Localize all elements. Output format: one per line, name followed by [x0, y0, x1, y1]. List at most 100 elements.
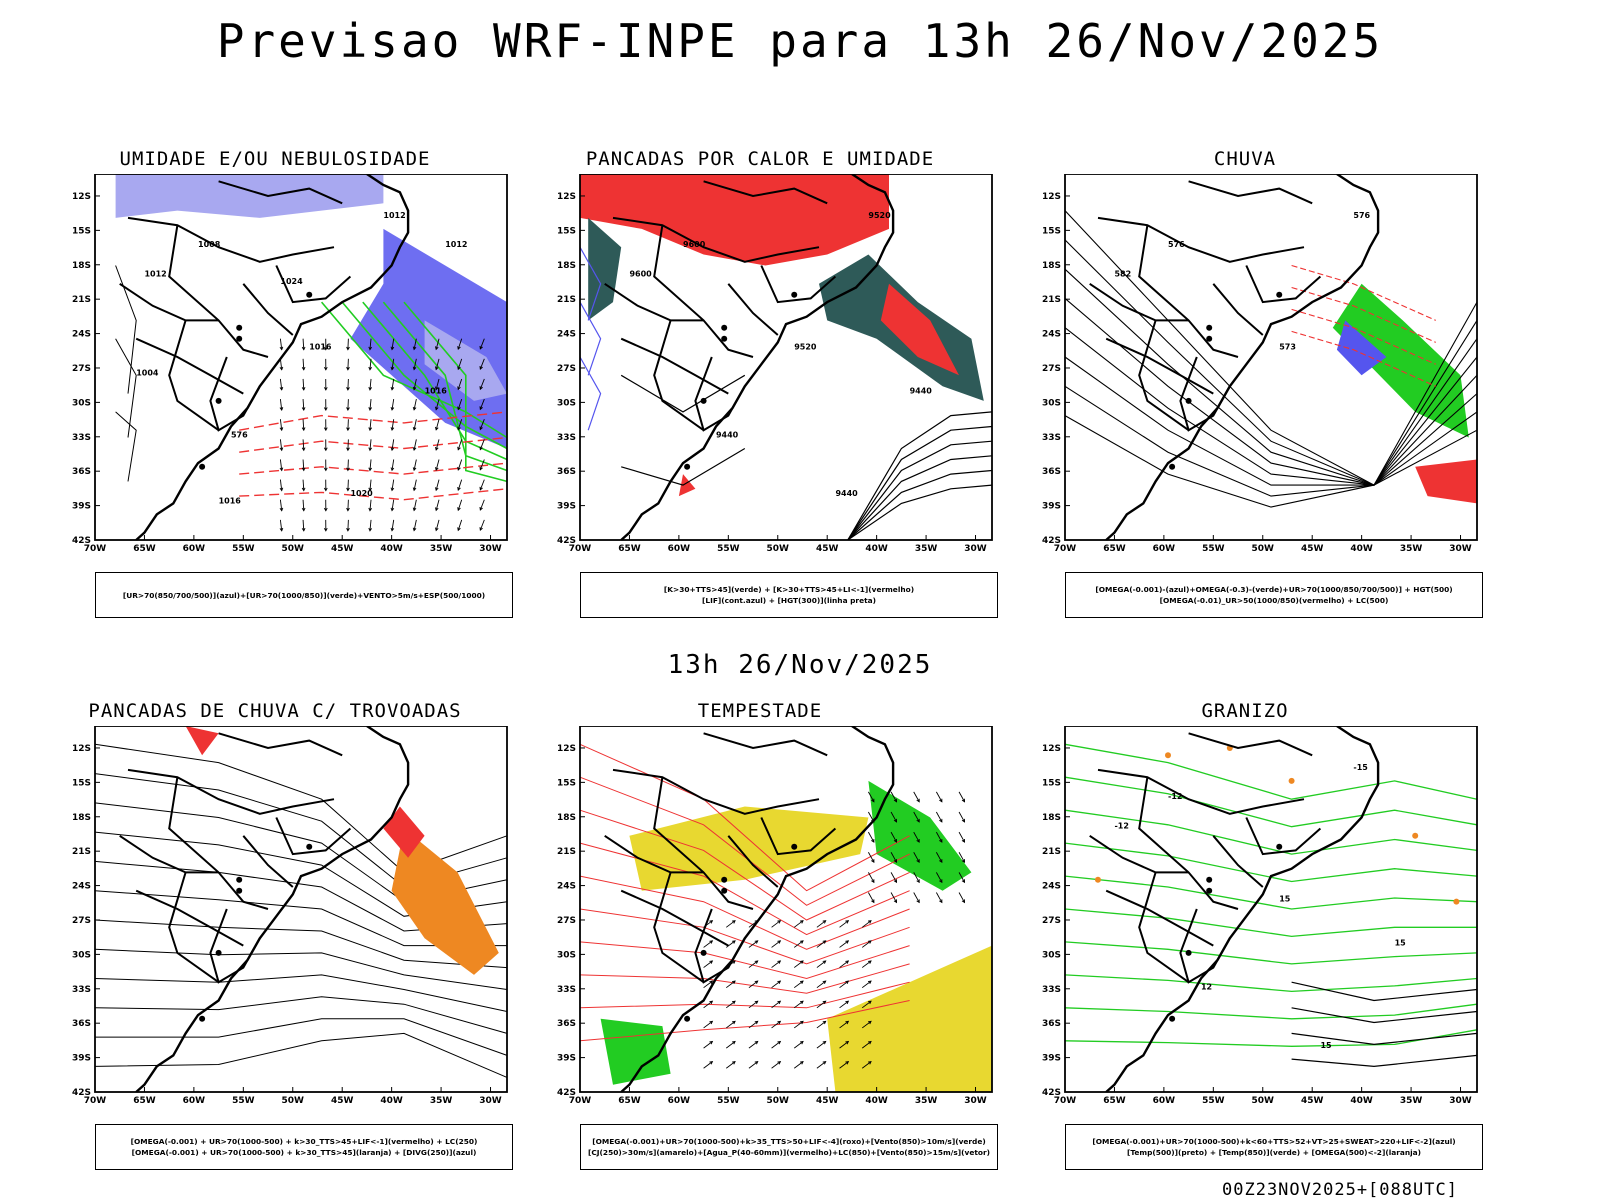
wind-vector [479, 358, 485, 370]
lon-tick-label: 45W [816, 544, 839, 554]
border-line [653, 872, 705, 984]
wind-vector-head [800, 940, 804, 944]
wind-vector-head [301, 467, 306, 472]
red-thunder-area [383, 806, 425, 858]
panel-title: UMIDADE E/OU NEBULOSIDADE [119, 148, 431, 170]
lake-mark [215, 949, 222, 956]
wind-vector [890, 831, 897, 843]
wind-vector [391, 519, 395, 531]
contour-label: 15 [1395, 939, 1407, 948]
wind-vector-head [800, 1020, 804, 1025]
lc500-contour [1291, 286, 1437, 343]
lat-tick-label: 21S [1042, 295, 1061, 305]
wind-vector-head [390, 527, 395, 532]
border-line [135, 337, 244, 395]
wind-vector [816, 940, 826, 948]
wind-vector-head [916, 818, 920, 823]
wind-vector-head [777, 1020, 782, 1025]
lon-tick-label: 40W [380, 1096, 403, 1106]
lon-tick-label: 55W [232, 544, 255, 554]
wind-vector-head [916, 859, 920, 863]
wind-vector-head [893, 818, 898, 823]
wind-vector-head [867, 960, 872, 964]
wind-vector [479, 479, 485, 491]
lat-tick-label: 30S [557, 950, 576, 960]
lon-tick-label: 55W [717, 1096, 740, 1106]
wind-vector-head [368, 346, 373, 351]
border-line [1105, 337, 1214, 395]
wind-vector [913, 811, 920, 823]
wind-vector [861, 1000, 872, 1009]
wind-vector-head [709, 920, 714, 924]
wind-vector-head [754, 1020, 759, 1025]
wind-vector-head [346, 467, 350, 472]
border-line [1097, 216, 1305, 263]
wind-vector [771, 940, 781, 948]
red-thunder-spot [185, 726, 219, 756]
wind-vector-head [800, 1061, 804, 1065]
lat-tick-label: 21S [557, 295, 576, 305]
wind-vector [890, 852, 897, 863]
streamline [95, 1018, 508, 1056]
wind-vector-head [368, 467, 373, 472]
wind-vector [279, 459, 283, 471]
wind-vector [435, 398, 440, 410]
lon-tick-label: 65W [1103, 1096, 1126, 1106]
wind-vector-head [368, 407, 373, 411]
contour-label: 9600 [629, 269, 652, 278]
wind-vector-head [916, 899, 920, 904]
lake-mark [306, 291, 313, 298]
wind-vector-head [845, 940, 850, 944]
omega-orange-spot [1412, 832, 1419, 839]
wind-vector-head [732, 1000, 736, 1005]
lat-tick-label: 33S [72, 985, 91, 995]
wind-vector-head [732, 920, 736, 924]
wind-vector [793, 1061, 804, 1069]
lif-contour [579, 356, 602, 431]
hgt500-contour [1064, 239, 1478, 486]
lake-mark [684, 463, 691, 470]
lon-tick-label: 50W [1252, 1096, 1275, 1106]
wind-vector-head [732, 960, 736, 964]
temp850-contour [1064, 842, 1478, 883]
wind-vector-head [279, 527, 284, 532]
border-line [1089, 282, 1189, 322]
border-line [242, 283, 294, 336]
wind-vector-head [754, 980, 759, 985]
border-line [694, 356, 746, 432]
lake-mark [236, 876, 243, 883]
moisture-contour [341, 301, 508, 450]
border-line [1138, 225, 1239, 358]
wind-vector [457, 419, 463, 430]
lon-tick-label: 50W [767, 544, 790, 554]
border-line [1105, 889, 1214, 947]
border-line [1188, 732, 1313, 757]
border-line [703, 180, 828, 205]
lake-mark [215, 397, 222, 404]
wind-vector-head [368, 366, 373, 371]
wind-vector [457, 459, 463, 471]
wind-vector [413, 419, 417, 431]
wind-vector [793, 1041, 804, 1049]
wind-vector-head [301, 427, 306, 432]
legend-line: [OMEGA(-0.01)_UR>50(1000/850)(vermelho) … [1159, 596, 1389, 605]
wind-vector-head [279, 427, 284, 432]
lon-tick-label: 60W [668, 544, 691, 554]
lat-tick-label: 15S [1042, 226, 1061, 236]
wind-vector-head [435, 426, 439, 431]
wind-vector [302, 358, 305, 370]
wind-vector [279, 439, 283, 451]
wind-vector-head [845, 960, 850, 964]
wind-vector [369, 399, 372, 411]
wind-vector-head [961, 798, 965, 803]
wind-vector [302, 499, 305, 511]
wind-vector-head [368, 386, 373, 391]
wind-vector [890, 811, 897, 823]
border-line [1212, 835, 1264, 888]
lat-tick-label: 36S [1042, 467, 1061, 477]
wind-vector-head [867, 1020, 872, 1025]
wind-vector-head [800, 960, 804, 964]
wind-vector [457, 499, 463, 511]
wind-vector [725, 1000, 736, 1009]
wind-vector [479, 398, 485, 410]
